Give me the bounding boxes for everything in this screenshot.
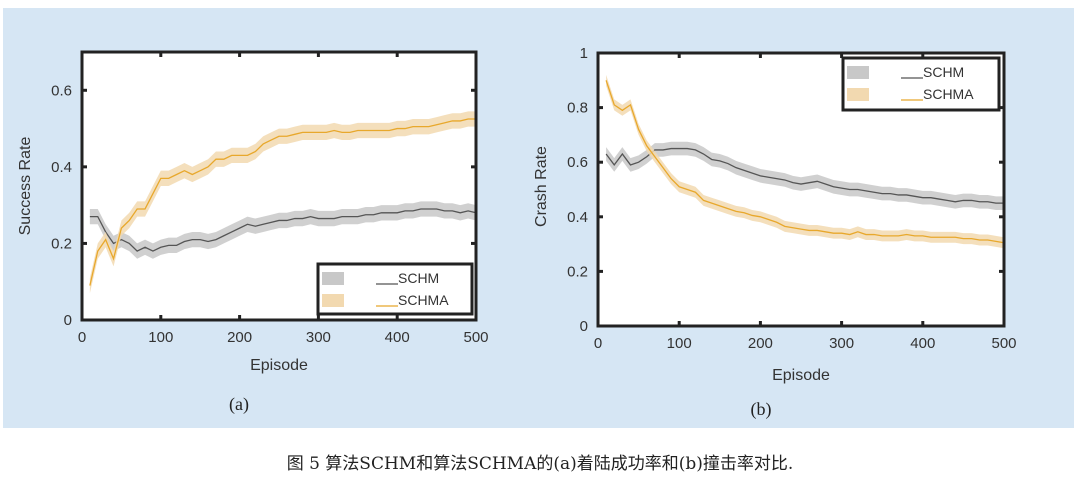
subplot-label: (a) bbox=[229, 394, 249, 415]
legend-swatch-schm bbox=[322, 272, 344, 285]
legend-label: SCHM bbox=[398, 270, 439, 286]
legend-label: SCHM bbox=[923, 64, 964, 80]
series-line-schma bbox=[605, 80, 1005, 244]
y-axis-label: Crash Rate bbox=[533, 146, 550, 227]
confidence-band-schma bbox=[89, 111, 476, 294]
legend: SCHM SCHMA bbox=[316, 262, 474, 316]
x-tick-label: 300 bbox=[306, 329, 331, 346]
y-tick-label: 0.2 bbox=[51, 235, 72, 252]
x-axis-label: Episode bbox=[250, 357, 308, 374]
y-tick-label: 1 bbox=[580, 45, 588, 62]
subplot-label: (b) bbox=[751, 399, 772, 420]
x-tick-label: 500 bbox=[463, 329, 488, 346]
y-tick-label: 0.2 bbox=[567, 263, 588, 280]
x-tick-label: 300 bbox=[829, 335, 854, 352]
legend-box bbox=[841, 56, 1001, 112]
axes-frame bbox=[596, 51, 1006, 328]
x-tick-label: 500 bbox=[991, 335, 1016, 352]
confidence-band-schma bbox=[606, 74, 1004, 249]
y-tick-label: 0 bbox=[580, 318, 588, 335]
series-line-schm bbox=[89, 208, 477, 252]
y-tick-label: 0.4 bbox=[567, 209, 588, 226]
confidence-band-schm bbox=[89, 201, 476, 259]
x-tick-label: 0 bbox=[594, 335, 602, 352]
x-tick-label: 200 bbox=[748, 335, 773, 352]
y-tick-label: 0.4 bbox=[51, 159, 72, 176]
series-line-schma bbox=[89, 118, 476, 286]
x-tick-label: 400 bbox=[910, 335, 935, 352]
legend-label: SCHMA bbox=[398, 292, 449, 308]
x-tick-label: 400 bbox=[385, 329, 410, 346]
x-tick-label: 200 bbox=[227, 329, 252, 346]
y-tick-label: 0 bbox=[64, 312, 72, 329]
y-tick-label: 0.8 bbox=[567, 100, 588, 117]
y-tick-label: 0.6 bbox=[51, 82, 72, 99]
x-axis-label: Episode bbox=[772, 367, 830, 384]
confidence-band-schm bbox=[606, 141, 1004, 210]
y-axis-label: Success Rate bbox=[17, 137, 34, 236]
chart-b-crash-rate: 0 100 200 300 400 500 0 0.2 0.4 0.6 0.8 1 Episode Cra… bbox=[533, 45, 1017, 420]
chart-a-success-rate: 0 100 200 300 400 500 0 0.2 0.4 0.6 Episode Success… bbox=[17, 50, 489, 415]
x-tick-label: 0 bbox=[78, 329, 86, 346]
legend-swatch-schm bbox=[847, 66, 869, 79]
x-tick-label: 100 bbox=[667, 335, 692, 352]
series-line-schm bbox=[605, 147, 1004, 204]
legend: SCHM SCHMA bbox=[841, 56, 1001, 112]
legend-label: SCHMA bbox=[923, 86, 974, 102]
x-tick-label: 100 bbox=[148, 329, 173, 346]
y-tick-label: 0.6 bbox=[567, 154, 588, 171]
axes-frame bbox=[80, 50, 478, 322]
figure-caption: 图 5 算法SCHM和算法SCHMA的(a)着陆成功率和(b)撞击率对比. bbox=[286, 454, 794, 474]
legend-swatch-schma bbox=[847, 88, 869, 101]
legend-swatch-schma bbox=[322, 294, 344, 307]
